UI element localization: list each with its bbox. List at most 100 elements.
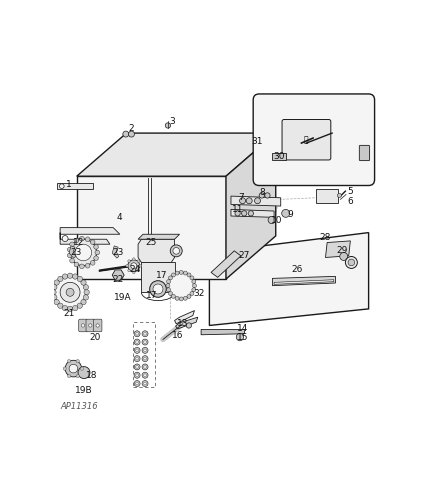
Circle shape (186, 323, 191, 328)
Circle shape (54, 300, 59, 304)
Circle shape (81, 324, 85, 327)
Circle shape (144, 358, 146, 360)
Text: 22: 22 (113, 274, 124, 283)
Circle shape (136, 374, 138, 376)
FancyBboxPatch shape (253, 94, 374, 186)
Circle shape (190, 292, 194, 296)
Circle shape (259, 193, 265, 198)
Text: 17: 17 (146, 291, 157, 300)
Bar (133, 322, 155, 387)
Circle shape (54, 280, 59, 285)
Circle shape (134, 380, 140, 386)
Circle shape (77, 303, 83, 308)
Circle shape (68, 306, 73, 312)
Text: 21: 21 (64, 310, 75, 318)
Circle shape (132, 258, 135, 260)
FancyBboxPatch shape (282, 120, 331, 160)
Text: 8: 8 (260, 188, 265, 198)
Text: 20: 20 (89, 332, 101, 342)
Circle shape (67, 253, 72, 258)
Circle shape (76, 374, 79, 378)
Circle shape (337, 194, 342, 198)
Circle shape (142, 372, 148, 378)
Text: 1: 1 (65, 180, 71, 189)
Polygon shape (112, 270, 124, 280)
Circle shape (60, 282, 80, 302)
Circle shape (94, 244, 98, 249)
Circle shape (179, 270, 183, 274)
Text: 16: 16 (172, 331, 184, 340)
Circle shape (166, 280, 171, 283)
Text: 24: 24 (129, 264, 140, 274)
Circle shape (137, 269, 140, 272)
Circle shape (74, 262, 79, 267)
Circle shape (144, 349, 146, 352)
Polygon shape (141, 262, 175, 292)
Circle shape (134, 331, 140, 337)
Circle shape (192, 288, 196, 292)
Polygon shape (211, 251, 241, 278)
Circle shape (83, 284, 89, 290)
Circle shape (179, 297, 183, 301)
Circle shape (73, 274, 78, 279)
Circle shape (136, 332, 138, 335)
Polygon shape (231, 210, 274, 218)
Circle shape (246, 198, 252, 203)
Circle shape (150, 280, 166, 297)
Circle shape (144, 374, 146, 376)
Text: 12: 12 (73, 238, 84, 247)
Circle shape (62, 274, 68, 279)
Circle shape (168, 272, 194, 299)
Polygon shape (69, 246, 76, 258)
Circle shape (123, 131, 129, 137)
Circle shape (134, 339, 140, 345)
Circle shape (187, 273, 191, 277)
Text: 10: 10 (270, 216, 282, 226)
Circle shape (134, 356, 140, 362)
Circle shape (94, 256, 98, 260)
Circle shape (52, 284, 57, 290)
Circle shape (166, 284, 170, 288)
Circle shape (90, 240, 95, 244)
Circle shape (62, 306, 68, 310)
Circle shape (265, 193, 270, 198)
Text: 7: 7 (238, 194, 244, 202)
Circle shape (153, 284, 163, 294)
Circle shape (340, 252, 348, 260)
Circle shape (183, 271, 187, 275)
Circle shape (142, 339, 148, 345)
Text: 28: 28 (320, 233, 331, 242)
Polygon shape (77, 176, 226, 279)
Circle shape (80, 264, 84, 268)
Circle shape (70, 258, 74, 263)
Polygon shape (175, 317, 198, 329)
Circle shape (172, 273, 175, 277)
Circle shape (136, 358, 138, 360)
Circle shape (136, 382, 138, 385)
Polygon shape (209, 232, 369, 326)
Circle shape (85, 264, 90, 268)
Text: 31: 31 (252, 137, 263, 146)
Circle shape (76, 360, 79, 363)
Circle shape (134, 372, 140, 378)
Text: 23: 23 (113, 248, 124, 257)
Circle shape (69, 364, 78, 373)
FancyBboxPatch shape (86, 319, 95, 332)
Circle shape (54, 276, 86, 308)
Circle shape (128, 269, 131, 272)
Circle shape (70, 242, 74, 246)
Circle shape (81, 300, 86, 304)
Circle shape (142, 348, 148, 354)
Circle shape (81, 280, 86, 285)
Circle shape (78, 366, 90, 378)
Text: 3: 3 (169, 117, 175, 126)
Circle shape (236, 334, 244, 340)
Circle shape (83, 295, 89, 300)
Circle shape (128, 260, 140, 272)
Circle shape (68, 273, 73, 278)
Text: 9: 9 (288, 210, 294, 219)
Circle shape (58, 276, 63, 281)
Circle shape (144, 332, 146, 335)
Circle shape (175, 271, 179, 275)
Circle shape (137, 260, 140, 262)
